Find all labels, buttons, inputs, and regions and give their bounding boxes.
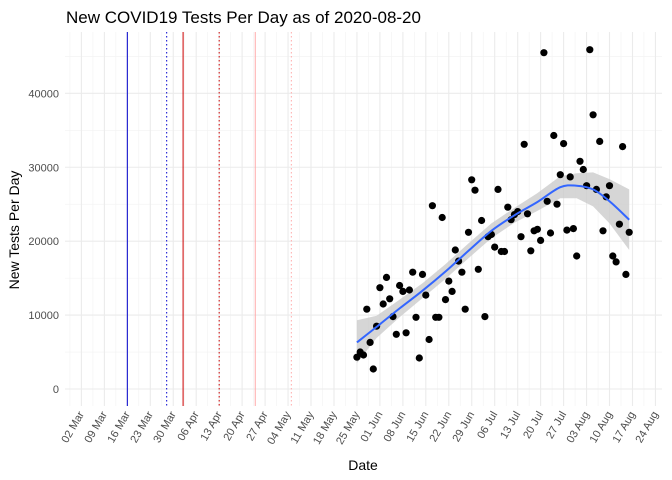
y-axis-title: New Tests Per Day	[6, 171, 22, 290]
data-point	[386, 295, 394, 303]
data-point	[563, 226, 571, 234]
data-point	[478, 216, 486, 225]
data-point	[560, 140, 568, 148]
data-point	[500, 247, 509, 256]
data-point	[553, 200, 561, 208]
data-point	[402, 329, 410, 337]
data-point	[556, 171, 564, 179]
data-point	[619, 143, 627, 151]
smooth-confidence-band	[356, 172, 630, 364]
data-point	[599, 227, 607, 235]
data-point	[494, 185, 502, 193]
data-point	[615, 220, 624, 228]
data-point	[464, 228, 473, 236]
data-points	[353, 46, 633, 373]
y-axis-ticks: 0 10000 20000 30000 40000	[28, 88, 59, 396]
data-point	[422, 291, 430, 299]
data-point	[504, 203, 512, 211]
data-point	[537, 236, 545, 244]
data-point	[586, 46, 594, 54]
data-point	[409, 268, 417, 276]
data-point	[546, 229, 555, 237]
data-point	[573, 252, 581, 260]
data-point	[451, 246, 459, 254]
data-point	[543, 197, 551, 205]
data-point	[468, 176, 476, 184]
x-axis-title: Date	[348, 457, 378, 473]
y-tick-label: 10000	[28, 310, 59, 322]
data-point	[550, 131, 558, 140]
data-point	[609, 252, 617, 260]
data-point	[353, 353, 361, 361]
y-tick-label: 30000	[28, 162, 59, 174]
data-point	[602, 193, 610, 201]
data-point	[369, 365, 377, 373]
data-point	[366, 338, 374, 346]
data-point	[596, 137, 604, 145]
data-point	[576, 157, 584, 165]
data-point	[533, 225, 542, 233]
data-point	[523, 210, 532, 218]
data-point	[415, 354, 423, 362]
data-point	[359, 351, 368, 359]
data-point	[622, 270, 630, 278]
data-point	[435, 313, 443, 321]
y-tick-label: 40000	[28, 88, 59, 100]
data-point	[425, 335, 433, 344]
policy-date-lines	[126, 32, 292, 406]
data-point	[428, 202, 436, 210]
data-point	[405, 286, 413, 294]
data-point	[474, 265, 482, 273]
data-point	[589, 111, 597, 119]
data-point	[605, 182, 614, 190]
data-point	[448, 287, 456, 295]
data-point	[481, 313, 489, 321]
data-point	[612, 258, 620, 266]
data-point	[441, 296, 450, 304]
data-point	[363, 305, 371, 313]
data-point	[382, 273, 391, 281]
chart-title: New COVID19 Tests Per Day as of 2020-08-…	[66, 8, 421, 27]
data-point	[491, 243, 499, 251]
data-point	[438, 213, 446, 222]
data-point	[569, 225, 578, 233]
data-point	[461, 305, 469, 313]
data-point	[520, 140, 528, 148]
data-point	[517, 233, 525, 241]
data-point	[540, 49, 548, 57]
data-point	[376, 284, 384, 292]
data-point	[445, 277, 453, 285]
data-point	[392, 330, 400, 338]
smooth-trend-line	[356, 184, 630, 344]
data-point	[412, 313, 420, 321]
data-point	[458, 268, 466, 276]
data-point	[399, 287, 407, 295]
data-point	[471, 186, 479, 194]
data-point	[527, 247, 535, 255]
data-point	[579, 165, 587, 174]
data-point	[379, 300, 387, 308]
y-tick-label: 0	[53, 384, 59, 396]
y-tick-label: 20000	[28, 236, 59, 248]
data-point	[396, 281, 404, 290]
data-point	[418, 270, 427, 278]
data-point	[625, 228, 633, 236]
data-point	[566, 173, 574, 181]
